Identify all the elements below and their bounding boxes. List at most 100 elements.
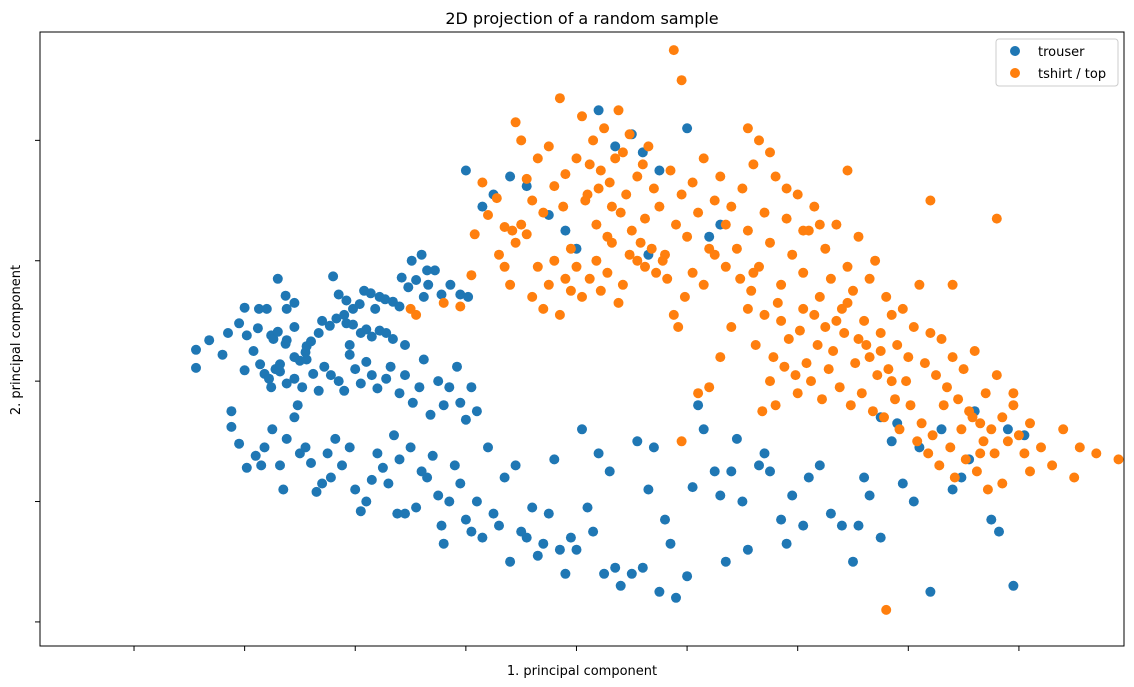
point-0-161 xyxy=(582,502,593,513)
data-points xyxy=(191,45,1124,615)
point-0-120 xyxy=(361,496,372,507)
point-1-176 xyxy=(709,249,720,260)
point-1-160 xyxy=(960,454,971,465)
point-0-85 xyxy=(385,361,396,372)
point-1-161 xyxy=(967,412,978,423)
point-1-106 xyxy=(980,388,991,399)
point-1-72 xyxy=(792,189,803,200)
point-0-236 xyxy=(654,165,665,176)
point-0-191 xyxy=(776,514,787,525)
point-0-184 xyxy=(726,466,737,477)
point-0-177 xyxy=(682,571,693,582)
point-0-3 xyxy=(226,421,237,432)
point-1-187 xyxy=(632,255,643,266)
point-1-232 xyxy=(925,195,936,206)
point-1-195 xyxy=(584,273,595,284)
point-0-0 xyxy=(191,344,201,355)
point-1-1 xyxy=(455,301,466,312)
point-0-176 xyxy=(671,592,681,603)
point-1-214 xyxy=(715,352,726,363)
point-0-241 xyxy=(256,460,267,471)
point-1-110 xyxy=(1002,436,1013,447)
point-0-155 xyxy=(549,454,560,465)
point-1-13 xyxy=(532,153,543,164)
point-1-36 xyxy=(615,207,626,218)
point-1-157 xyxy=(945,442,956,453)
point-1-89 xyxy=(886,309,897,320)
point-1-190 xyxy=(613,297,624,308)
point-1-77 xyxy=(820,243,831,254)
point-0-164 xyxy=(599,568,610,579)
point-0-98 xyxy=(466,382,477,393)
point-0-209 xyxy=(936,424,947,435)
point-0-126 xyxy=(394,454,405,465)
point-1-113 xyxy=(1019,448,1030,459)
point-0-150 xyxy=(521,532,532,543)
point-1-86 xyxy=(870,255,881,266)
point-0-114 xyxy=(322,448,333,459)
point-1-198 xyxy=(565,285,576,296)
point-1-177 xyxy=(698,279,709,290)
point-0-54 xyxy=(423,279,434,290)
legend-marker-tshirt-top xyxy=(1010,68,1020,78)
point-0-26 xyxy=(324,320,335,331)
point-0-75 xyxy=(325,370,336,381)
point-0-214 xyxy=(994,526,1004,537)
point-1-180 xyxy=(673,322,684,332)
point-1-132 xyxy=(806,376,816,387)
point-0-193 xyxy=(787,490,798,501)
point-1-169 xyxy=(748,267,759,278)
point-1-10 xyxy=(516,135,527,146)
point-1-150 xyxy=(905,400,916,411)
point-0-37 xyxy=(328,271,339,282)
point-1-229 xyxy=(886,376,897,387)
point-0-78 xyxy=(344,349,355,360)
point-1-16 xyxy=(549,181,560,192)
point-1-209 xyxy=(494,249,504,260)
point-1-136 xyxy=(828,346,839,356)
point-1-3 xyxy=(469,229,480,240)
point-1-162 xyxy=(971,466,982,477)
point-0-172 xyxy=(648,442,659,453)
point-0-79 xyxy=(350,364,361,375)
point-0-250 xyxy=(223,328,233,338)
point-0-56 xyxy=(436,289,447,300)
point-0-28 xyxy=(339,309,350,320)
point-0-181 xyxy=(709,466,720,477)
point-0-39 xyxy=(341,295,352,306)
point-1-223 xyxy=(820,322,831,332)
point-0-249 xyxy=(234,318,245,329)
point-1-215 xyxy=(704,382,715,393)
point-1-52 xyxy=(682,231,693,242)
point-1-114 xyxy=(1025,418,1035,429)
point-1-168 xyxy=(668,45,679,56)
point-1-100 xyxy=(947,352,958,363)
point-0-97 xyxy=(460,414,471,425)
point-1-156 xyxy=(938,400,949,411)
point-0-23 xyxy=(306,336,316,347)
point-1-211 xyxy=(510,237,521,248)
point-0-108 xyxy=(289,412,300,423)
point-1-205 xyxy=(527,291,538,302)
point-0-60 xyxy=(241,330,252,341)
point-0-101 xyxy=(234,438,245,449)
point-0-41 xyxy=(354,299,365,310)
point-0-70 xyxy=(297,382,308,393)
point-1-218 xyxy=(770,400,781,411)
point-0-121 xyxy=(366,474,377,485)
point-1-153 xyxy=(923,448,934,459)
legend-label-tshirt-top: tshirt / top xyxy=(1038,67,1106,82)
point-1-145 xyxy=(879,412,889,423)
point-0-103 xyxy=(250,450,261,461)
point-1-109 xyxy=(997,412,1008,423)
point-1-96 xyxy=(925,328,936,338)
point-1-38 xyxy=(621,189,632,200)
point-1-170 xyxy=(765,376,775,387)
point-0-113 xyxy=(317,478,328,489)
point-0-107 xyxy=(281,433,292,444)
point-0-74 xyxy=(319,361,330,372)
point-0-18 xyxy=(281,335,292,346)
point-0-160 xyxy=(577,424,587,435)
point-1-108 xyxy=(991,370,1002,381)
series-0 xyxy=(191,105,1030,603)
